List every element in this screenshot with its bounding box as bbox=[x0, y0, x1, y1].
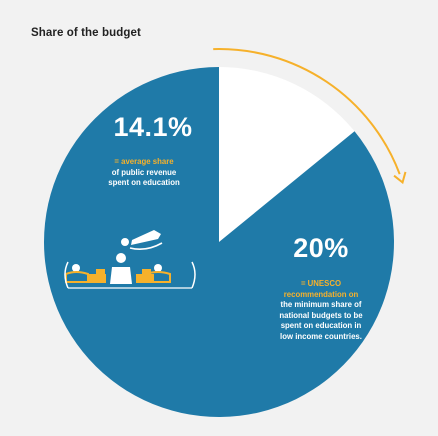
right-callout-value: 20% bbox=[293, 233, 349, 263]
right-callout-line4: national budgets to be bbox=[279, 310, 363, 320]
right-callout-line6: low income countries. bbox=[280, 331, 362, 341]
left-callout-description: = average share of public revenue spent … bbox=[64, 157, 224, 189]
benchmark-arc-group bbox=[213, 48, 407, 185]
left-callout-line3: spent on education bbox=[108, 178, 180, 187]
pie-slice-1 bbox=[43, 67, 394, 417]
right-callout-description: = UNESCO recommendation on the minimum s… bbox=[248, 279, 394, 343]
left-callout-line1: = average share bbox=[114, 157, 174, 166]
graduation-pencil-icon bbox=[121, 230, 163, 250]
pie-slices bbox=[43, 67, 394, 417]
chart-title: Share of the budget bbox=[31, 27, 141, 39]
benchmark-arc bbox=[213, 48, 401, 175]
pie-slice-0 bbox=[219, 67, 355, 242]
left-callout-line2: of public revenue bbox=[111, 167, 177, 177]
right-callout-line5: spent on education in bbox=[280, 321, 362, 331]
benchmark-arrowhead bbox=[393, 171, 407, 185]
right-callout-line2: recommendation on bbox=[283, 289, 359, 299]
students-icon bbox=[64, 230, 196, 289]
right-callout-line3: the minimum share of bbox=[280, 300, 362, 310]
left-callout-value: 14.1% bbox=[113, 112, 193, 142]
right-callout-line1: = UNESCO bbox=[300, 279, 342, 288]
